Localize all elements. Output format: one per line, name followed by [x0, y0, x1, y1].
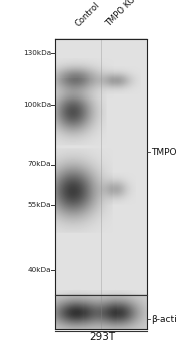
Text: TMPO: TMPO: [151, 148, 176, 157]
Text: 293T: 293T: [89, 332, 115, 342]
Text: 40kDa: 40kDa: [27, 266, 51, 273]
Text: 100kDa: 100kDa: [23, 102, 51, 108]
Text: β-actin: β-actin: [151, 315, 176, 324]
Text: Control: Control: [74, 0, 102, 28]
Text: 70kDa: 70kDa: [27, 161, 51, 168]
Text: 130kDa: 130kDa: [23, 50, 51, 56]
Text: TMPO KO: TMPO KO: [105, 0, 138, 28]
Text: 55kDa: 55kDa: [27, 202, 51, 208]
